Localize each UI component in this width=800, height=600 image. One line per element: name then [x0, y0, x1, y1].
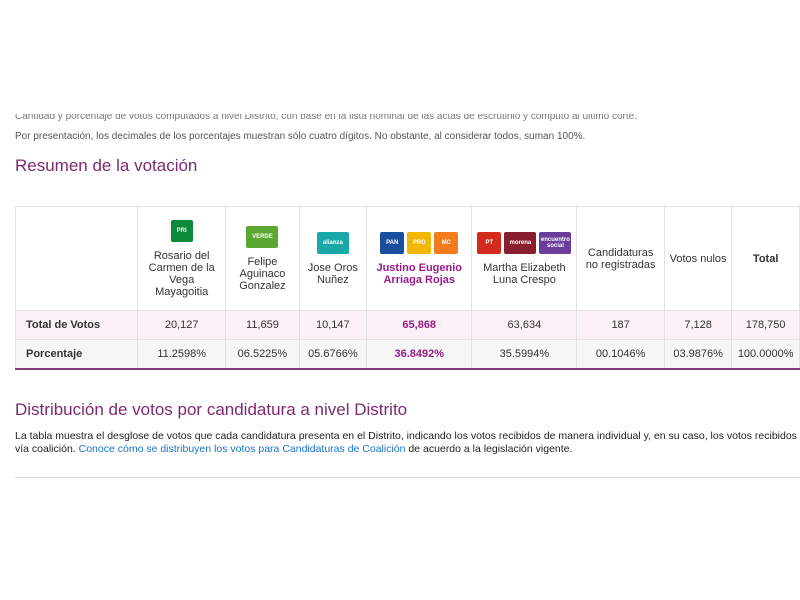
row-label-percent: Porcentaje — [15, 339, 139, 370]
description-text-end: de acuerdo a la legislación vigente. — [405, 443, 573, 455]
total-votes-cell: 178,750 — [731, 310, 800, 340]
encuentro-social-logo-icon: encuentro social — [539, 231, 572, 254]
column-header-5: Candidaturas no registradas — [576, 206, 665, 311]
movimiento-ciudadano-logo-icon: MC — [434, 231, 459, 254]
candidate-name: Martha Elizabeth Luna Crespo — [483, 261, 566, 286]
column-header-1: VERDE Felipe Aguinaco Gonzalez — [225, 206, 300, 311]
summary-title: Resumen de la votación — [15, 156, 198, 175]
party-logos: PT morena encuentro social — [476, 231, 572, 254]
party-logos: VERDE — [230, 225, 294, 248]
column-header-3: PAN PRD MC Justino Eugenio Arriaga Rojas — [366, 206, 473, 311]
corner-cell — [15, 206, 139, 311]
party-logos: PAN PRD MC — [371, 231, 467, 254]
coalition-info-link[interactable]: Conoce cómo se distribuyen los votos par… — [78, 443, 406, 455]
candidate-name: Justino Eugenio Arriaga Rojas — [376, 261, 463, 286]
total-votes-cell: 65,868 — [366, 310, 473, 340]
party-logos: PRI — [142, 219, 221, 242]
column-label: Votos nulos — [669, 252, 727, 265]
column-header-7: Total — [731, 206, 800, 311]
column-header-0: PRI Rosario del Carmen de la Vega Mayagoi… — [137, 206, 227, 311]
total-votes-cell: 63,634 — [471, 310, 578, 340]
distribution-description: La tabla muestra el desglose de votos qu… — [15, 430, 800, 456]
candidate-name: Felipe Aguinaco Gonzalez — [239, 255, 286, 292]
candidate-name: Rosario del Carmen de la Vega Mayagoitia — [148, 249, 215, 298]
party-logos: alianza — [304, 231, 362, 254]
total-votes-cell: 11,659 — [225, 310, 300, 340]
pan-logo-icon: PAN — [380, 231, 405, 254]
percentage-cell: 05.6766% — [299, 339, 368, 370]
percentage-cell: 100.0000% — [731, 339, 800, 370]
decimals-note: Por presentación, los decimales de los p… — [15, 131, 586, 142]
description-text: La tabla muestra el desglose de votos qu… — [15, 430, 797, 455]
column-header-2: alianza Jose Oros Nuñez — [299, 206, 368, 311]
total-votes-cell: 187 — [576, 310, 665, 340]
percentage-cell: 00.1046% — [576, 339, 665, 370]
row-label-total: Total de Votos — [15, 310, 139, 340]
column-header-6: Votos nulos — [664, 206, 733, 311]
vote-count-note: Cantidad y porcentaje de votos computado… — [15, 114, 637, 122]
total-header: Total — [752, 252, 779, 265]
prd-logo-icon: PRD — [407, 231, 432, 254]
pvem-logo-icon: VERDE — [246, 225, 279, 248]
percentage-row: Porcentaje 11.2598% 06.5225% 05.6766% 36.84… — [15, 339, 800, 370]
column-header-4: PT morena encuentro social Martha Elizabeth… — [471, 206, 578, 311]
pri-logo-icon: PRI — [170, 219, 193, 242]
percentage-cell: 03.9876% — [664, 339, 733, 370]
total-votes-row: Total de Votos 20,127 11,659 10,147 65,868 6… — [15, 310, 800, 340]
section-divider — [15, 477, 800, 478]
percentage-cell: 35.5994% — [471, 339, 578, 370]
total-votes-cell: 10,147 — [299, 310, 368, 340]
column-label: Candidaturas no registradas — [585, 246, 656, 271]
percentage-cell: 36.8492% — [366, 339, 473, 370]
candidate-name: Jose Oros Nuñez — [307, 261, 358, 286]
distribution-title: Distribución de votos por candidatura a … — [15, 400, 408, 419]
total-votes-cell: 7,128 — [664, 310, 733, 340]
percentage-cell: 06.5225% — [225, 339, 300, 370]
summary-header-row: PRI Rosario del Carmen de la Vega Mayagoi… — [15, 206, 800, 311]
morena-logo-icon: morena — [504, 231, 537, 254]
pt-logo-icon: PT — [477, 231, 502, 254]
summary-table-container: PRI Rosario del Carmen de la Vega Mayagoi… — [15, 206, 800, 374]
summary-table: PRI Rosario del Carmen de la Vega Mayagoi… — [15, 206, 800, 370]
total-votes-cell: 20,127 — [137, 310, 227, 340]
nueva-alianza-logo-icon: alianza — [316, 231, 349, 254]
percentage-cell: 11.2598% — [137, 339, 227, 370]
